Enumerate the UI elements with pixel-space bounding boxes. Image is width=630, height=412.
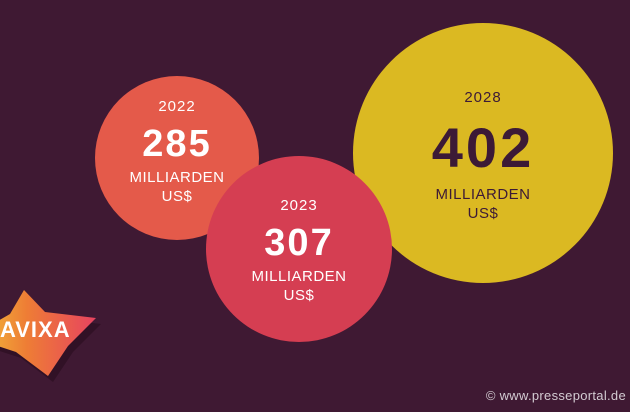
- bubble-2028-unit-line2: US$: [467, 204, 499, 222]
- avixa-star-icon: [0, 290, 96, 376]
- bubble-2023: 2023 307 MILLIARDEN US$: [206, 156, 392, 342]
- avixa-logo-text: AVIXA: [0, 317, 71, 342]
- bubble-2028-value: 402: [431, 115, 535, 179]
- bubble-2023-year: 2023: [280, 196, 318, 214]
- bubble-2022-unit-line1: MILLIARDEN: [129, 168, 225, 186]
- bubble-2022: 2022 285 MILLIARDEN US$: [95, 76, 259, 240]
- bubble-2022-value: 285: [142, 122, 212, 165]
- bubble-2023-unit-line2: US$: [283, 286, 315, 304]
- copyright-text: © www.presseportal.de: [485, 388, 626, 403]
- bubble-2028-content: 2028 402 MILLIARDEN US$: [432, 89, 534, 224]
- bubble-2022-year: 2022: [158, 97, 196, 115]
- avixa-logo: AVIXA: [0, 290, 101, 382]
- bubble-2022-content: 2022 285 MILLIARDEN US$: [129, 98, 224, 207]
- bubble-2022-unit-line2: US$: [161, 187, 193, 205]
- bubble-2028-year: 2028: [464, 88, 502, 106]
- bubble-2028: 2028 402 MILLIARDEN US$: [353, 23, 613, 283]
- bubble-2023-content: 2023 307 MILLIARDEN US$: [251, 197, 346, 306]
- bubble-2023-value: 307: [264, 221, 334, 264]
- bubble-2023-unit-line1: MILLIARDEN: [251, 267, 347, 285]
- bubble-2028-unit-line1: MILLIARDEN: [435, 185, 531, 203]
